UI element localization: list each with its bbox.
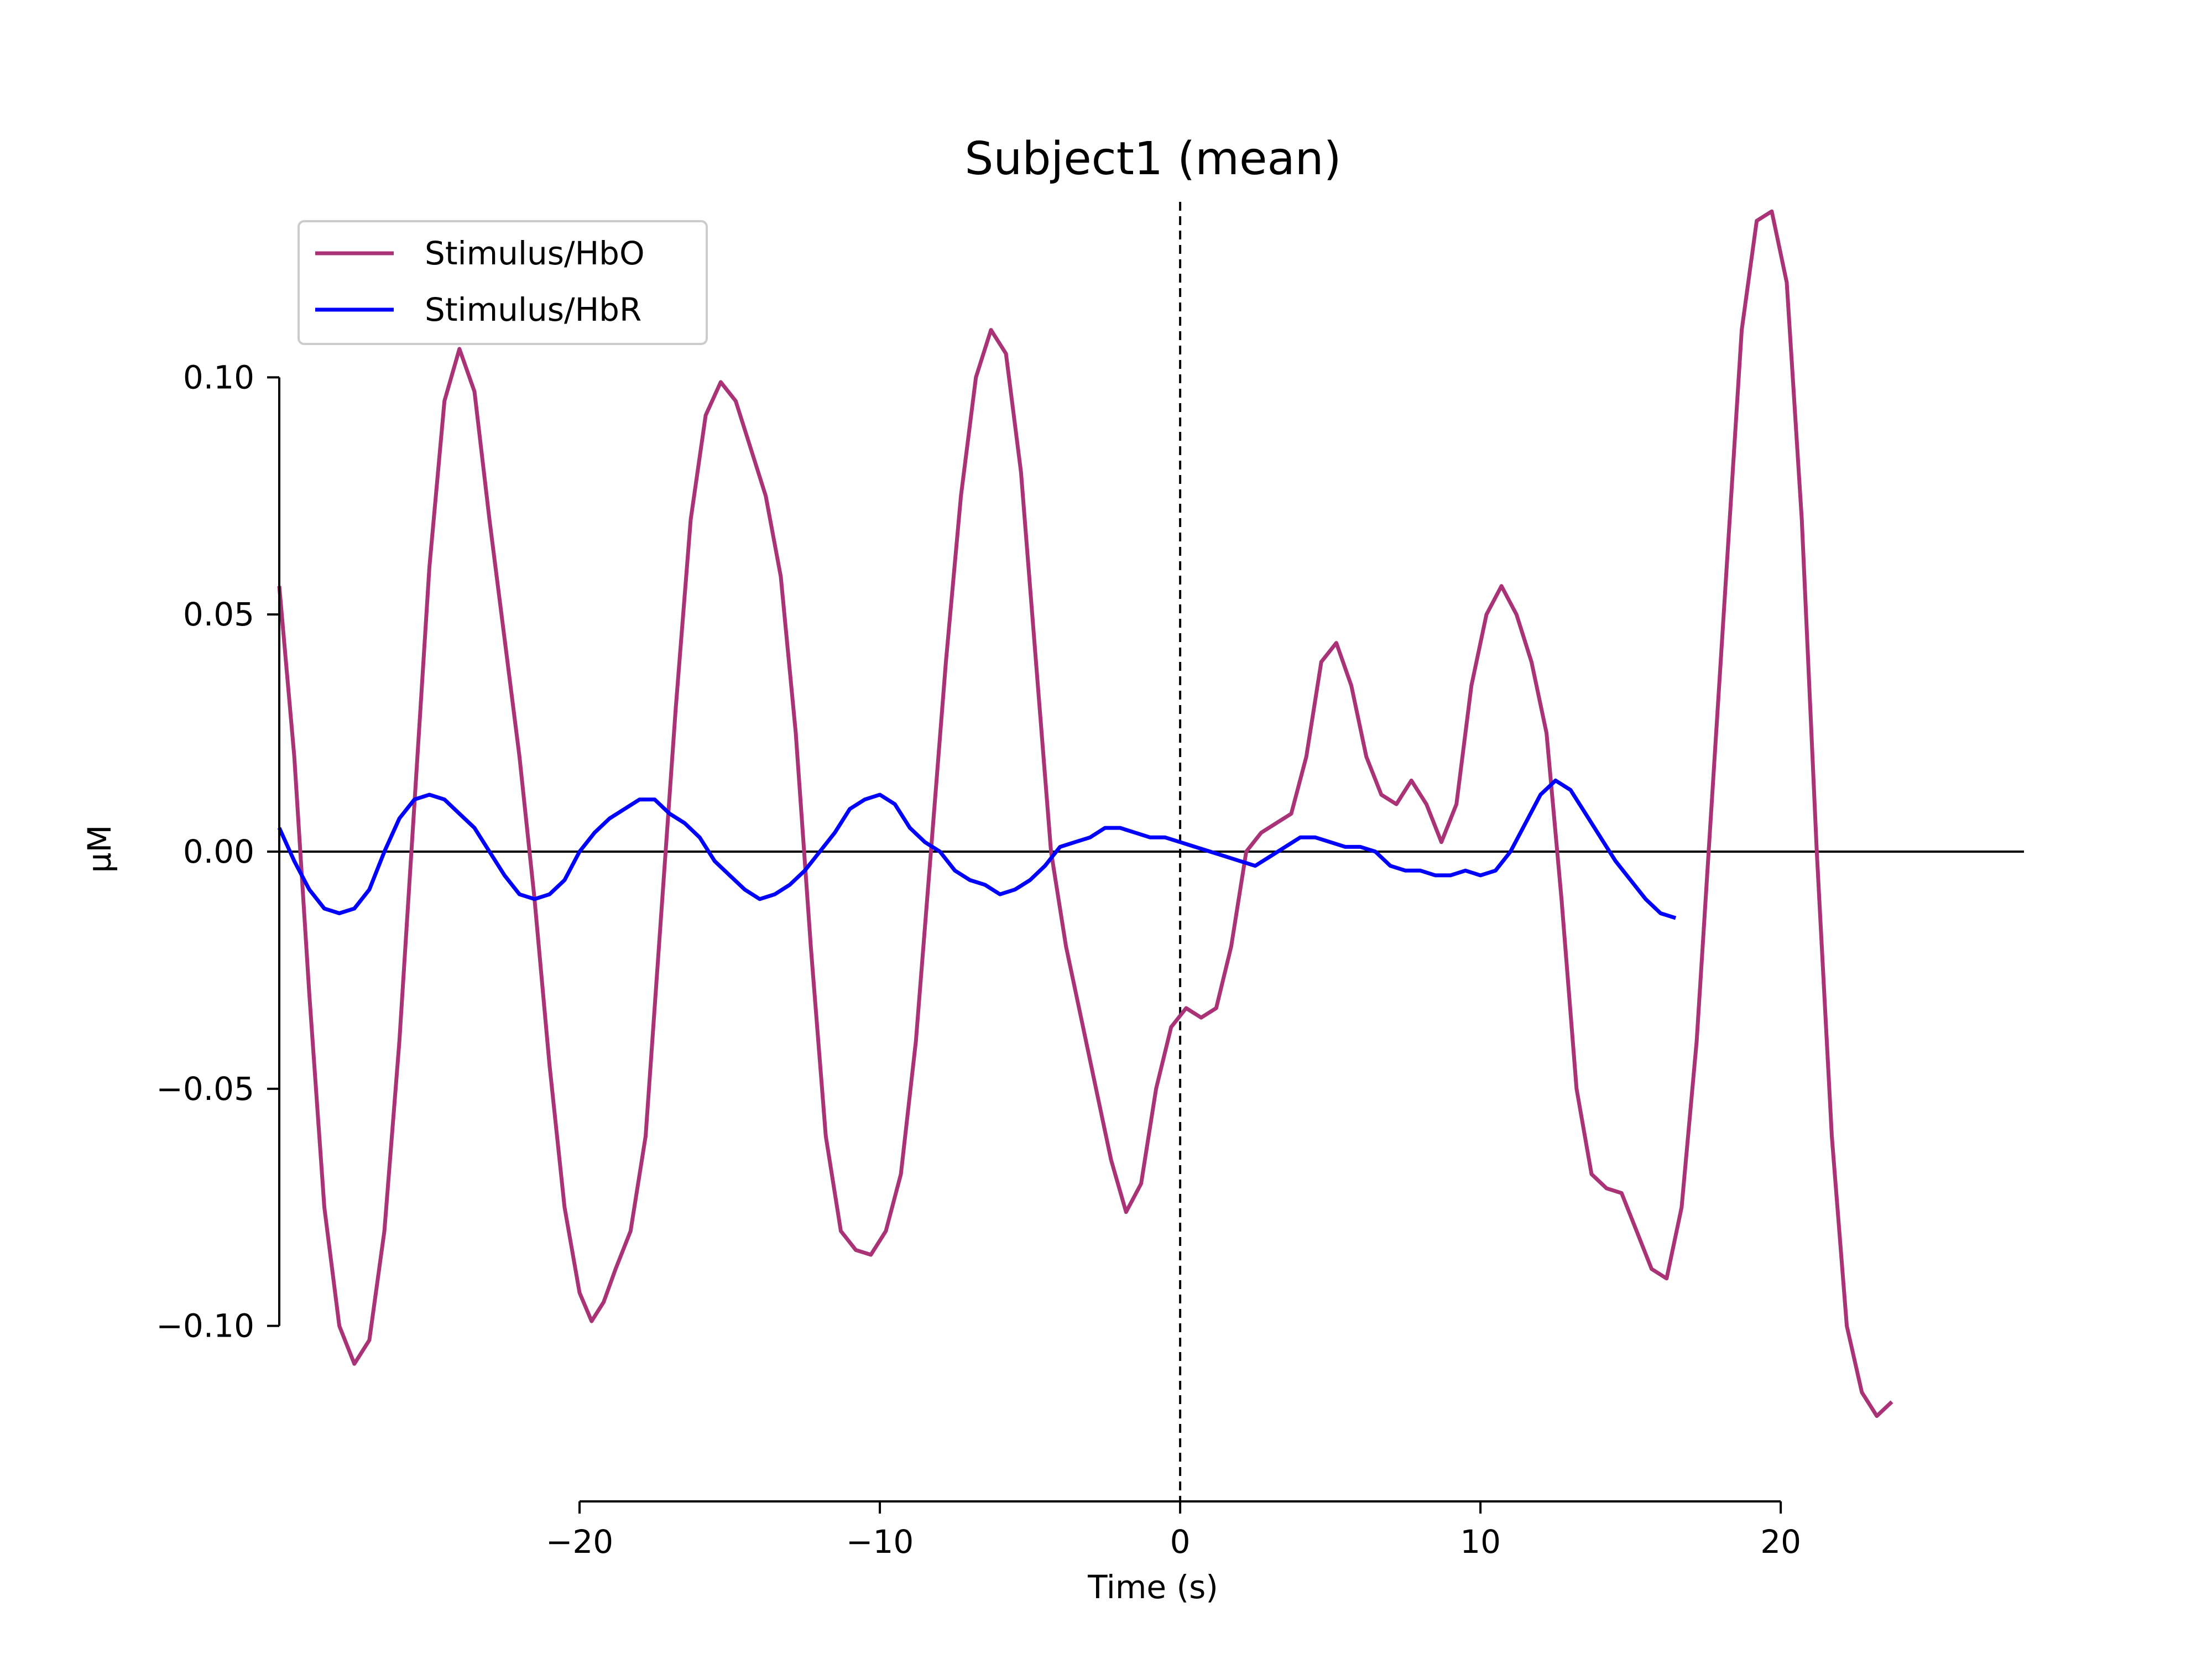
- x-tick-label: 20: [1760, 1523, 1801, 1561]
- y-axis-ticks: 0.10 0.05 0.00 −0.05 −0.10: [156, 358, 279, 1345]
- legend: Stimulus/HbO Stimulus/HbR: [298, 220, 708, 345]
- legend-label-hbo: Stimulus/HbO: [425, 234, 645, 272]
- x-tick-label: 10: [1460, 1523, 1501, 1561]
- x-tick-label: −10: [846, 1523, 914, 1561]
- y-tick-label: −0.05: [156, 1070, 254, 1108]
- series-line-hbr: [277, 778, 1677, 920]
- x-axis-label: Time (s): [1087, 1568, 1218, 1606]
- y-axis-label: µM: [81, 825, 118, 873]
- y-tick-label: 0.10: [183, 358, 254, 396]
- y-tick-label: 0.00: [183, 833, 254, 870]
- legend-box: [298, 220, 708, 345]
- chart-title: Subject1 (mean): [964, 133, 1341, 185]
- axes: −20 −10 0 10 20 0.10 0.05 0.00 −0.05 −0.10: [156, 358, 1801, 1561]
- series-line-hbo: [277, 209, 1893, 1418]
- legend-label-hbr: Stimulus/HbR: [425, 291, 641, 328]
- y-tick-label: 0.05: [183, 596, 254, 633]
- plot-lines: [277, 202, 2024, 1501]
- y-tick-label: −0.10: [156, 1307, 254, 1345]
- x-tick-label: −20: [546, 1523, 613, 1561]
- x-axis-ticks: −20 −10 0 10 20: [546, 1501, 1801, 1561]
- x-tick-label: 0: [1170, 1523, 1191, 1561]
